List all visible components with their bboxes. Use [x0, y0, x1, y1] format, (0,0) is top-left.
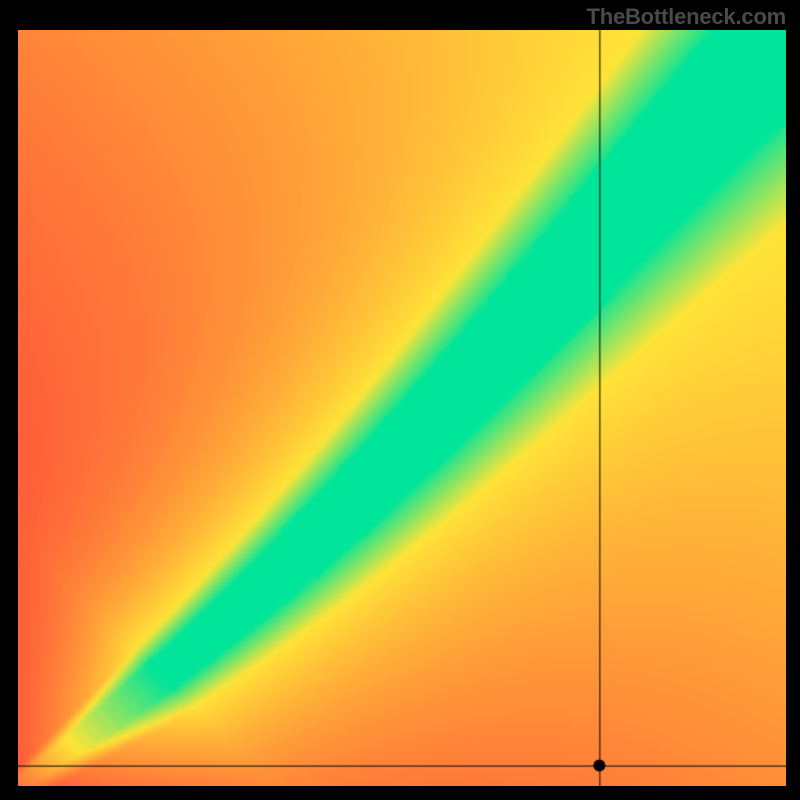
chart-container: { "watermark": { "text": "TheBottleneck.… — [0, 0, 800, 800]
bottleneck-heatmap — [18, 30, 786, 786]
watermark-text: TheBottleneck.com — [586, 4, 786, 30]
